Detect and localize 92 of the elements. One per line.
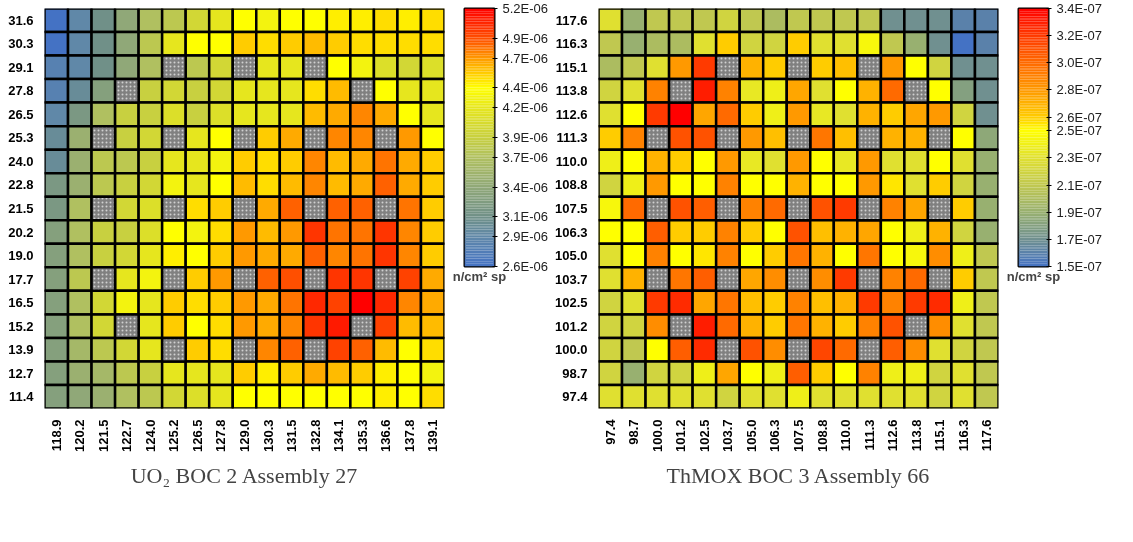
y-tick-label: 26.5 <box>8 106 34 122</box>
x-tick-label: 110.0 <box>838 419 854 452</box>
color-bar-label: 3.7E-06 <box>502 149 549 165</box>
y-tick-label: 116.3 <box>555 36 588 52</box>
color-bar-label: 2.5E-07 <box>1056 123 1103 139</box>
x-tick-label: 102.5 <box>696 419 712 453</box>
y-tick-label: 29.1 <box>8 59 34 75</box>
y-tick-label: 101.2 <box>554 318 588 334</box>
color-bar-label: 2.3E-07 <box>1056 150 1103 166</box>
x-tick-label: 125.2 <box>166 419 182 453</box>
x-tick-label: 117.6 <box>979 419 995 452</box>
y-tick-label: 102.5 <box>554 295 588 311</box>
x-tick-label: 139.1 <box>425 419 441 453</box>
y-tick-label: 13.9 <box>8 342 34 358</box>
x-tick-label: 121.5 <box>95 419 111 453</box>
x-tick-label: 127.8 <box>213 419 229 453</box>
x-tick-label: 101.2 <box>673 419 689 453</box>
y-tick-label: 21.5 <box>8 201 34 216</box>
y-tick-label: 27.8 <box>8 83 34 99</box>
y-tick-label: 108.8 <box>554 177 588 193</box>
color-bar-label: 4.9E-06 <box>502 30 549 46</box>
y-tick-label: 25.3 <box>8 130 34 146</box>
x-tick-label: 111.3 <box>861 419 877 451</box>
x-tick-label: 137.8 <box>401 419 417 453</box>
y-tick-label: 107.5 <box>554 201 588 216</box>
color-bar-label: 5.2E-06 <box>502 1 549 16</box>
color-bar-label: 3.0E-07 <box>1056 55 1103 71</box>
x-tick-label: 131.5 <box>284 419 300 453</box>
x-tick-label: 116.3 <box>955 419 971 452</box>
color-bar-label: 4.7E-06 <box>502 50 549 66</box>
color-bar-label: 1.9E-07 <box>1056 204 1103 220</box>
y-tick-label: 113.8 <box>555 83 588 99</box>
x-tick-label: 129.0 <box>237 419 252 453</box>
x-tick-label: 112.6 <box>885 419 901 452</box>
x-tick-label: 135.3 <box>354 419 370 453</box>
y-tick-label: 17.7 <box>8 271 34 287</box>
color-bar-label: 3.4E-06 <box>502 179 549 195</box>
x-tick-label: 115.1 <box>932 419 948 452</box>
color-bar-label: 3.4E-07 <box>1056 1 1103 16</box>
y-tick-label: 111.3 <box>556 130 588 146</box>
color-bar-label: 2.9E-06 <box>502 229 549 245</box>
color-bar-label: 3.9E-06 <box>502 130 549 145</box>
y-tick-label: 19.0 <box>8 248 34 264</box>
x-tick-label: 113.8 <box>908 419 924 452</box>
color-bar-label: 2.6E-06 <box>502 259 549 274</box>
x-tick-label: 98.7 <box>626 419 642 445</box>
x-tick-label: 105.0 <box>743 419 759 453</box>
color-bar-label: 4.2E-06 <box>502 100 549 116</box>
x-tick-label: 108.8 <box>814 419 830 453</box>
x-tick-label: 107.5 <box>791 419 806 453</box>
y-tick-label: 22.8 <box>8 177 34 193</box>
y-tick-label: 16.5 <box>8 295 34 311</box>
y-tick-label: 103.7 <box>554 271 588 287</box>
y-tick-label: 15.2 <box>8 318 34 334</box>
y-tick-label: 30.3 <box>8 36 34 52</box>
color-bar-label: 1.5E-07 <box>1056 259 1103 274</box>
y-tick-label: 20.2 <box>8 224 34 240</box>
color-bar-label: 1.7E-07 <box>1056 231 1103 247</box>
color-bar-label: 4.4E-06 <box>502 80 549 96</box>
x-tick-label: 130.3 <box>260 419 276 453</box>
y-tick-label: 98.7 <box>562 365 588 381</box>
x-tick-label: 134.1 <box>331 419 347 453</box>
y-tick-label: 11.4 <box>8 389 35 405</box>
y-tick-label: 106.3 <box>554 224 588 240</box>
x-tick-label: 97.4 <box>602 418 618 445</box>
y-tick-label: 24.0 <box>8 153 34 169</box>
x-tick-label: 120.2 <box>72 419 88 453</box>
y-tick-label: 112.6 <box>555 106 588 122</box>
color-bar-label: 2.6E-07 <box>1056 109 1103 125</box>
x-tick-label: 122.7 <box>119 419 135 453</box>
x-tick-label: 100.0 <box>649 419 665 453</box>
y-tick-label: 31.6 <box>8 12 34 28</box>
y-tick-label: 110.0 <box>555 153 588 169</box>
x-tick-label: 103.7 <box>720 419 736 453</box>
y-tick-label: 100.0 <box>554 342 588 358</box>
x-tick-label: 126.5 <box>189 419 205 453</box>
x-tick-label: 132.8 <box>307 419 323 453</box>
text: UO₂ BOC 2 Assembly 27 <box>130 462 358 488</box>
color-bar-label: 2.1E-07 <box>1056 177 1103 193</box>
text: ThMOX BOC 3 Assembly 66 <box>666 462 930 488</box>
x-tick-label: 124.0 <box>142 419 158 453</box>
x-tick-label: 106.3 <box>767 419 783 453</box>
x-tick-label: 118.9 <box>48 419 64 452</box>
y-tick-label: 12.7 <box>8 365 34 381</box>
y-tick-label: 97.4 <box>562 389 589 405</box>
color-bar-label: 3.2E-07 <box>1056 28 1103 44</box>
color-bar-label: 2.8E-07 <box>1056 82 1103 98</box>
y-tick-label: 115.1 <box>555 59 588 75</box>
y-tick-label: 117.6 <box>555 12 588 28</box>
x-tick-label: 136.6 <box>378 419 394 453</box>
color-bar-label: 3.1E-06 <box>502 209 549 225</box>
y-tick-label: 105.0 <box>554 248 588 264</box>
